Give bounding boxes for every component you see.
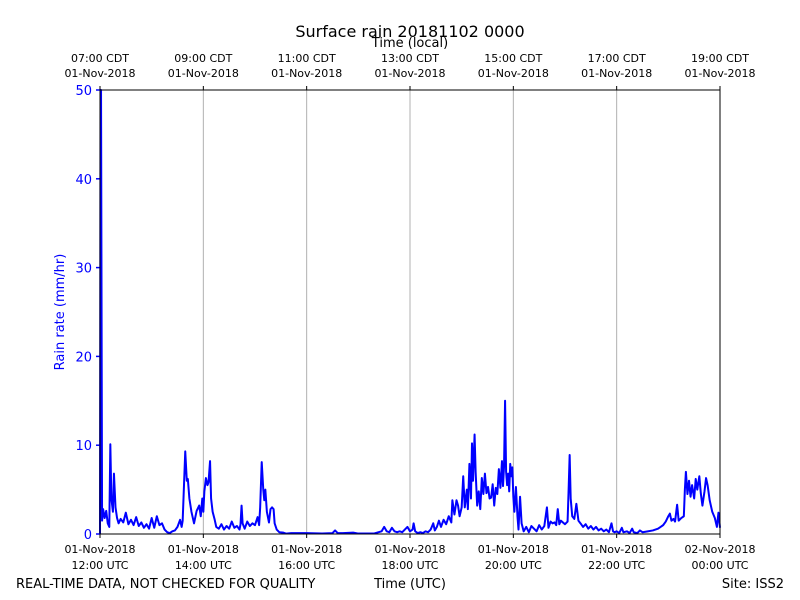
rain-rate-line (99, 89, 721, 535)
x-tick-date-label: 01-Nov-2018 (581, 543, 652, 556)
top-tick-time-label: 07:00 CDT (71, 52, 129, 65)
x-tick-date-label: 01-Nov-2018 (374, 543, 445, 556)
top-axis-label: Time (local) (371, 36, 448, 51)
y-tick-label: 10 (75, 439, 92, 454)
y-tick-label: 40 (75, 173, 92, 188)
x-tick-time-label: 00:00 UTC (691, 559, 748, 572)
y-tick-label: 20 (75, 350, 92, 365)
x-tick-time-label: 18:00 UTC (381, 559, 438, 572)
top-tick-date-label: 01-Nov-2018 (478, 67, 549, 80)
top-tick-date-label: 01-Nov-2018 (64, 67, 135, 80)
x-tick-date-label: 01-Nov-2018 (64, 543, 135, 556)
top-tick-time-label: 09:00 CDT (174, 52, 232, 65)
top-tick-date-label: 01-Nov-2018 (168, 67, 239, 80)
top-tick-time-label: 19:00 CDT (691, 52, 749, 65)
plot-area (99, 89, 721, 535)
top-tick-date-label: 01-Nov-2018 (581, 67, 652, 80)
x-axis-label: Time (UTC) (373, 577, 446, 592)
x-tick-time-label: 20:00 UTC (485, 559, 542, 572)
x-tick-date-label: 01-Nov-2018 (478, 543, 549, 556)
y-axis: 0 10 20 30 40 50 (75, 84, 100, 543)
plot-frame (99, 89, 721, 535)
vertical-gridlines (202, 90, 618, 534)
top-tick-time-label: 11:00 CDT (278, 52, 336, 65)
top-tick-time-label: 15:00 CDT (484, 52, 542, 65)
y-axis-label: Rain rate (mm/hr) (53, 254, 68, 371)
top-tick-date-label: 01-Nov-2018 (684, 67, 755, 80)
x-tick-time-label: 22:00 UTC (588, 559, 645, 572)
x-axis-utc: 01-Nov-2018 12:00 UTC 01-Nov-2018 14:00 UTC… (64, 534, 756, 572)
top-tick-date-label: 01-Nov-2018 (374, 67, 445, 80)
x-tick-date-label: 02-Nov-2018 (684, 543, 755, 556)
y-tick-label: 50 (75, 84, 92, 99)
x-tick-date-label: 01-Nov-2018 (271, 543, 342, 556)
y-tick-label: 0 (84, 528, 92, 543)
x-axis-local: 07:00 CDT 01-Nov-2018 09:00 CDT 01-Nov-2018… (64, 52, 756, 90)
y-tick-label: 30 (75, 262, 92, 277)
chart-title: Surface rain 20181102 0000 (295, 22, 524, 41)
x-tick-date-label: 01-Nov-2018 (168, 543, 239, 556)
top-tick-time-label: 13:00 CDT (381, 52, 439, 65)
x-tick-time-label: 16:00 UTC (278, 559, 335, 572)
x-tick-time-label: 14:00 UTC (175, 559, 232, 572)
x-tick-time-label: 12:00 UTC (71, 559, 128, 572)
quality-disclaimer: REAL-TIME DATA, NOT CHECKED FOR QUALITY (16, 577, 315, 592)
top-tick-time-label: 17:00 CDT (588, 52, 646, 65)
site-label: Site: ISS2 (722, 577, 784, 592)
top-tick-date-label: 01-Nov-2018 (271, 67, 342, 80)
